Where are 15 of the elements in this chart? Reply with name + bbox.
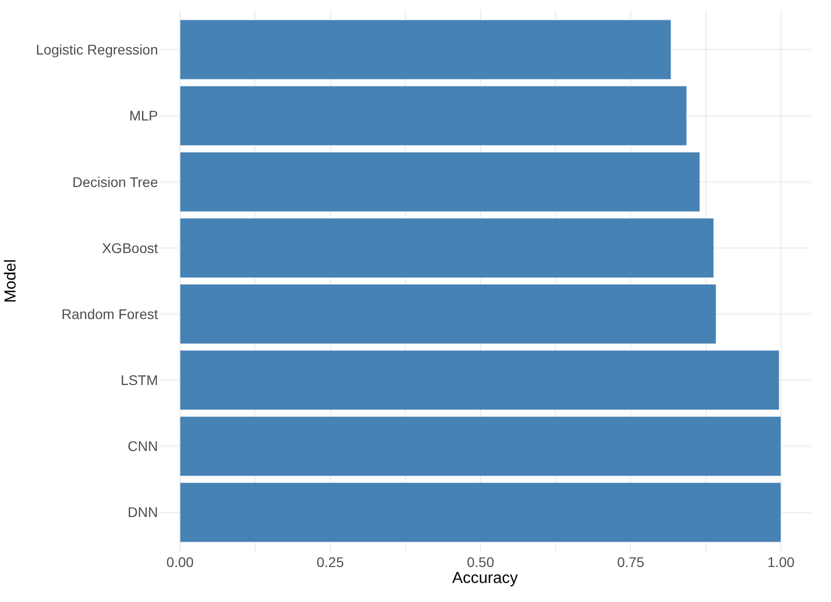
x-tick-label: 0.75 (617, 554, 645, 570)
y-tick-label: DNN (128, 504, 158, 520)
x-tick-label: 1.00 (767, 554, 795, 570)
y-tick-label: Logistic Regression (36, 42, 158, 58)
y-tick-label: CNN (128, 438, 158, 454)
y-tick-label: XGBoost (102, 240, 158, 256)
x-tick-label: 0.25 (316, 554, 344, 570)
y-axis-title: Model (2, 259, 20, 303)
y-tick-label: LSTM (120, 372, 158, 388)
y-tick-label: Random Forest (62, 306, 158, 322)
y-tick-label: MLP (129, 108, 158, 124)
y-tick-label: Decision Tree (72, 174, 158, 190)
x-tick-label: 0.50 (466, 554, 494, 570)
x-tick-label: 0.00 (166, 554, 194, 570)
x-axis-title: Accuracy (452, 570, 518, 587)
